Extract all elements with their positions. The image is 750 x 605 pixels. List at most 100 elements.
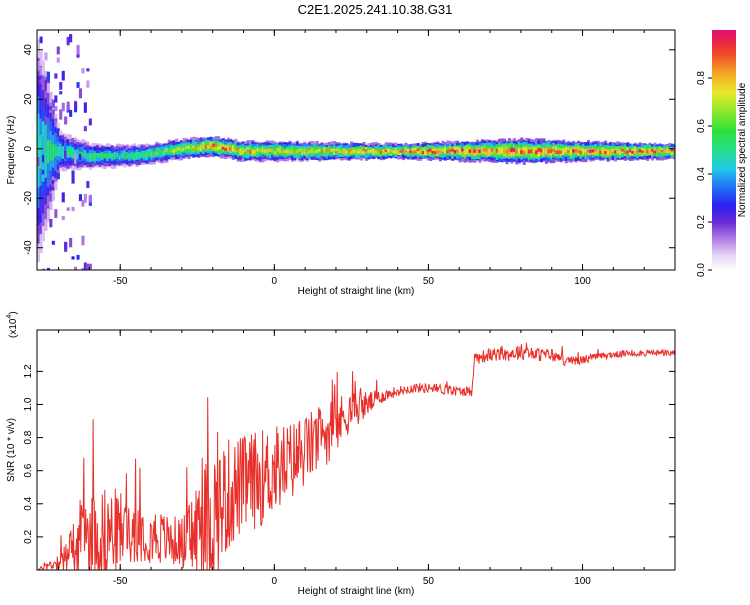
heatmap-cell — [46, 195, 50, 206]
heatmap-cell — [540, 148, 544, 153]
heatmap-cell — [91, 155, 95, 160]
heatmap-cell — [135, 152, 139, 156]
heatmap-cell — [78, 88, 82, 99]
heatmap-cell — [651, 148, 655, 152]
heatmap-cell — [56, 128, 60, 134]
heatmap-cell — [199, 145, 203, 149]
heatmap-cell — [76, 82, 80, 88]
y-tick-label: -20 — [23, 191, 34, 206]
y-tick-label: 1.2 — [23, 364, 34, 378]
heatmap-cell — [406, 151, 410, 154]
spectrogram-heatmap — [37, 34, 675, 270]
heatmap-cell — [374, 150, 378, 154]
heatmap-cell — [83, 262, 87, 270]
y-tick-label: 20 — [23, 93, 34, 105]
heatmap-cell — [256, 148, 260, 152]
heatmap-cell — [448, 149, 452, 153]
heatmap-cell — [658, 147, 662, 153]
heatmap-cell — [49, 106, 53, 111]
heatmap-cell — [101, 153, 105, 157]
heatmap-cell — [212, 143, 216, 147]
heatmap-cell — [86, 68, 90, 72]
heatmap-cell — [192, 145, 196, 149]
x-tick-label: 0 — [272, 276, 278, 287]
colorbar-tick-label: 0.2 — [696, 215, 707, 229]
heatmap-cell — [663, 149, 667, 152]
heatmap-cell — [133, 154, 137, 159]
spectrogram-frame — [36, 29, 676, 271]
heatmap-cell — [54, 95, 58, 103]
heatmap-cell — [618, 151, 622, 154]
heatmap-cell — [611, 148, 615, 152]
heatmap-cell — [138, 152, 142, 160]
heatmap-cell — [594, 148, 598, 152]
heatmap-cell — [308, 150, 312, 154]
heatmap-cell — [527, 149, 531, 154]
heatmap-cell — [670, 148, 674, 152]
heatmap-cell — [325, 149, 329, 153]
heatmap-cell — [577, 149, 581, 153]
heatmap-cell — [493, 148, 497, 153]
y-tick-label: -40 — [23, 240, 34, 255]
heatmap-cell — [167, 149, 171, 153]
heatmap-cell — [653, 147, 657, 153]
heatmap-cell — [192, 145, 196, 153]
heatmap-cell — [298, 148, 302, 152]
heatmap-cell — [115, 153, 119, 157]
heatmap-cell — [535, 146, 539, 155]
heatmap-cell — [614, 150, 618, 154]
heatmap-cell — [46, 71, 50, 82]
spectrogram-axes: -50 0 50 100 -40 -20 0 20 40 — [23, 30, 676, 287]
heatmap-cell — [594, 148, 598, 155]
heatmap-cell — [150, 152, 154, 156]
heatmap-cell — [362, 149, 366, 155]
heatmap-cell — [165, 148, 169, 152]
heatmap-cell — [414, 150, 418, 154]
heatmap-cell — [83, 126, 87, 132]
heatmap-cell — [426, 149, 430, 153]
heatmap-cell — [461, 148, 465, 152]
heatmap-cell — [372, 148, 376, 152]
heatmap-cell — [535, 150, 539, 155]
heatmap-cell — [61, 215, 65, 221]
heatmap-cell — [69, 237, 73, 248]
heatmap-cell — [601, 150, 605, 154]
heatmap-cell — [56, 173, 60, 180]
heatmap-cell — [382, 149, 386, 155]
heatmap-cell — [384, 149, 388, 153]
heatmap-cell — [606, 151, 610, 155]
heatmap-cell — [71, 206, 75, 212]
heatmap-cell — [209, 145, 213, 149]
colorbar-axis: 0.0 0.2 0.4 0.6 0.8 — [696, 71, 712, 277]
y-tick-label: 0.6 — [23, 463, 34, 477]
colorbar-tick-label: 0.8 — [696, 71, 707, 85]
heatmap-cell — [51, 144, 55, 161]
heatmap-cell — [64, 116, 68, 125]
heatmap-cell — [37, 132, 41, 170]
heatmap-cell — [298, 148, 302, 155]
heatmap-cell — [61, 102, 65, 112]
x-tick-label: 50 — [423, 276, 435, 287]
heatmap-cell — [394, 151, 398, 154]
heatmap-cell — [633, 147, 637, 153]
heatmap-cell — [411, 148, 415, 154]
heatmap-cell — [485, 148, 489, 152]
heatmap-cell — [458, 148, 462, 155]
heatmap-cell — [586, 149, 590, 153]
heatmap-cell — [130, 154, 134, 158]
y-tick-label: 0.8 — [23, 430, 34, 444]
heatmap-cell — [330, 149, 334, 155]
heatmap-cell — [507, 148, 511, 157]
heatmap-cell — [394, 147, 398, 153]
heatmap-cell — [160, 151, 164, 155]
heatmap-cell — [76, 54, 80, 58]
heatmap-cell — [249, 146, 253, 154]
heatmap-cell — [552, 148, 556, 153]
heatmap-cell — [522, 146, 526, 155]
heatmap-cell — [83, 193, 87, 203]
heatmap-cell — [86, 181, 90, 188]
heatmap-cell — [123, 154, 127, 158]
heatmap-cell — [189, 147, 193, 151]
heatmap-cell — [246, 149, 250, 153]
heatmap-cell — [490, 148, 494, 152]
